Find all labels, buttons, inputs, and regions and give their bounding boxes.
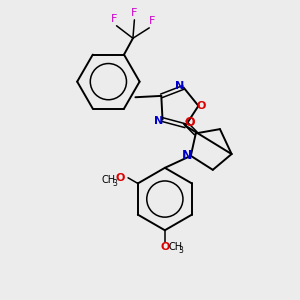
Text: N: N	[154, 116, 164, 126]
Text: N: N	[175, 81, 184, 91]
Text: 3: 3	[112, 179, 117, 188]
Text: F: F	[131, 8, 138, 18]
Text: O: O	[184, 116, 195, 129]
Text: N: N	[182, 149, 192, 162]
Text: F: F	[148, 16, 155, 26]
Text: O: O	[160, 242, 170, 251]
Text: F: F	[111, 14, 117, 24]
Text: O: O	[197, 101, 206, 111]
Text: CH: CH	[168, 242, 182, 252]
Text: CH: CH	[102, 175, 116, 185]
Text: O: O	[116, 173, 125, 183]
Text: 3: 3	[179, 246, 184, 255]
